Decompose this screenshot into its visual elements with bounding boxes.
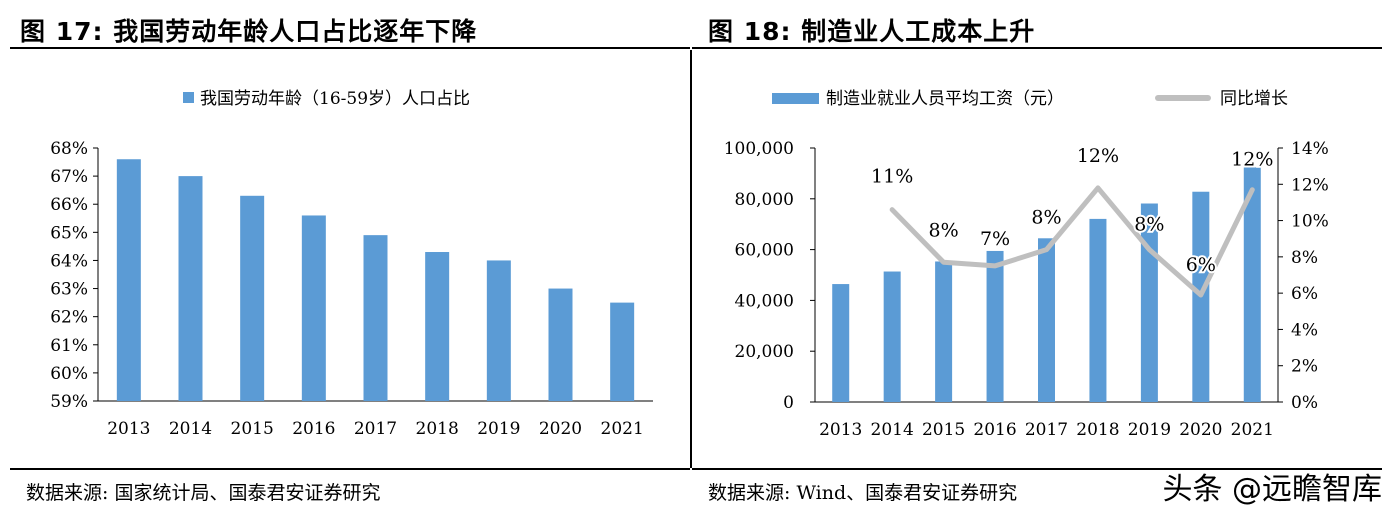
- growth-data-label: 6%: [1186, 254, 1216, 276]
- growth-data-label: 11%: [871, 166, 913, 188]
- x-tick-label: 2015: [922, 420, 965, 440]
- y-tick-label: 62%: [50, 308, 88, 328]
- y-tick-label: 63%: [50, 280, 88, 300]
- growth-data-label: 12%: [1077, 145, 1119, 167]
- y-right-tick-label: 10%: [1291, 212, 1329, 232]
- x-tick-label: 2019: [1128, 420, 1171, 440]
- x-tick-label: 2020: [539, 419, 582, 439]
- y-tick-label: 66%: [50, 195, 88, 215]
- legend-label-labor-share: 我国劳动年龄（16-59岁）人口占比: [200, 89, 470, 109]
- x-tick-label: 2021: [1231, 420, 1274, 440]
- bar-2021: [610, 302, 635, 401]
- y-tick-label: 61%: [50, 336, 88, 356]
- left-figure-title: 图 17: 我国劳动年龄人口占比逐年下降: [20, 17, 478, 46]
- x-tick-label: 2013: [107, 419, 150, 439]
- growth-data-label: 12%: [1231, 149, 1273, 171]
- growth-data-label: 7%: [980, 228, 1010, 250]
- y-tick-label: 67%: [50, 167, 88, 187]
- bar-2016: [301, 215, 326, 401]
- x-tick-label: 2018: [1076, 420, 1119, 440]
- bar-2020: [548, 288, 573, 401]
- y-right-tick-label: 8%: [1291, 248, 1318, 268]
- x-tick-label: 2013: [819, 420, 862, 440]
- y-left-tick-label: 40,000: [735, 291, 794, 311]
- right-bottom-rule: [692, 468, 1382, 470]
- y-tick-label: 60%: [50, 364, 88, 384]
- legend-swatch-labor-share: [183, 92, 194, 103]
- manufacturing-wage-chart: 制造业就业人员平均工资（元） 同比增长 0 20,000 40,000 60,000 80,…: [724, 89, 1329, 440]
- y-right-tick-label: 0%: [1291, 393, 1318, 413]
- y-tick-label: 59%: [50, 392, 88, 412]
- bar-2014: [883, 271, 901, 402]
- left-title-rule: [10, 47, 690, 49]
- panel-divider: [690, 50, 692, 468]
- y-left-tick-label: 100,000: [724, 139, 794, 159]
- x-tick-label: 2016: [292, 419, 335, 439]
- y-left-tick-label: 80,000: [735, 190, 794, 210]
- y-left-tick-label: 0: [783, 393, 794, 413]
- right-figure-panel: 图 18: 制造业人工成本上升 制造业就业人员平均工资（元） 同比增长 0 20,00…: [692, 0, 1394, 519]
- bar-2016: [986, 250, 1004, 402]
- bar-2017: [363, 235, 388, 401]
- right-source-note: 数据来源: Wind、国泰君安证券研究: [708, 482, 1018, 504]
- bar-2018: [425, 252, 450, 401]
- bar-2018: [1089, 218, 1107, 402]
- legend-label-wage: 制造业就业人员平均工资（元）: [826, 89, 1064, 109]
- x-tick-label: 2019: [477, 419, 520, 439]
- x-tick-label: 2016: [973, 420, 1016, 440]
- left-bottom-rule: [10, 468, 690, 470]
- x-tick-label: 2017: [354, 419, 397, 439]
- left-source-note: 数据来源: 国家统计局、国泰君安证券研究: [26, 482, 381, 504]
- y-tick-label: 68%: [50, 139, 88, 159]
- bar-2021: [1243, 167, 1261, 402]
- y-right-tick-label: 6%: [1291, 284, 1318, 304]
- x-tick-label: 2020: [1179, 420, 1222, 440]
- right-title-rule: [692, 47, 1382, 49]
- bar-2017: [1038, 238, 1055, 402]
- growth-data-label: 8%: [1134, 214, 1164, 236]
- left-figure-panel: 图 17: 我国劳动年龄人口占比逐年下降 我国劳动年龄（16-59岁）人口占比 5…: [0, 0, 690, 519]
- labor-age-share-chart: 我国劳动年龄（16-59岁）人口占比 59% 60% 61% 62% 63% 64% 65% 6…: [50, 89, 653, 439]
- x-tick-label: 2021: [601, 419, 644, 439]
- y-tick-label: 65%: [50, 223, 88, 243]
- bar-2015: [935, 261, 953, 402]
- x-tick-label: 2014: [871, 420, 914, 440]
- bar-2014: [178, 176, 203, 401]
- x-tick-label: 2017: [1025, 420, 1068, 440]
- growth-data-label: 8%: [1031, 207, 1061, 229]
- y-right-tick-label: 4%: [1291, 320, 1318, 340]
- y-right-tick-label: 2%: [1291, 357, 1318, 377]
- right-figure-title: 图 18: 制造业人工成本上升: [708, 17, 1036, 46]
- growth-data-label: 8%: [929, 219, 959, 241]
- bar-2013: [116, 159, 141, 401]
- y-tick-label: 64%: [50, 251, 88, 271]
- y-right-tick-label: 14%: [1291, 139, 1329, 159]
- bar-2013: [832, 284, 850, 402]
- legend-swatch-wage: [772, 93, 819, 104]
- x-tick-label: 2018: [416, 419, 459, 439]
- y-left-tick-label: 20,000: [735, 342, 794, 362]
- bar-2019: [486, 260, 511, 401]
- y-left-tick-label: 60,000: [735, 241, 794, 261]
- growth-line: [889, 185, 1255, 298]
- bar-2015: [240, 195, 265, 401]
- x-tick-label: 2015: [231, 419, 274, 439]
- x-tick-label: 2014: [169, 419, 212, 439]
- watermark-text: 头条 @远瞻智库: [1162, 472, 1382, 507]
- legend-label-growth: 同比增长: [1220, 89, 1288, 109]
- y-right-tick-label: 12%: [1291, 175, 1329, 195]
